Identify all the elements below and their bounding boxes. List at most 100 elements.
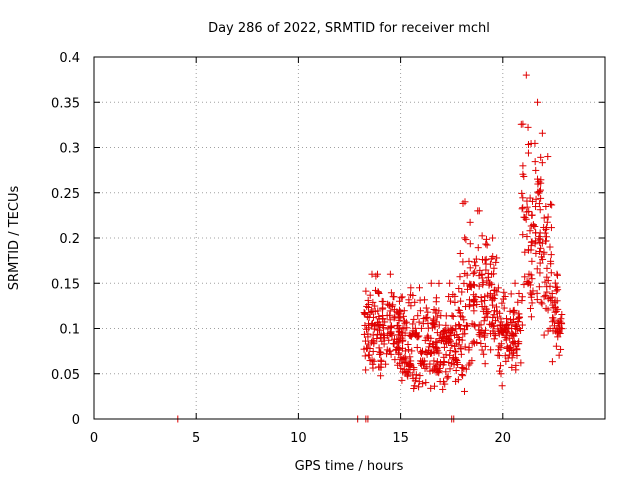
data-point	[477, 340, 485, 348]
data-point	[471, 322, 479, 330]
data-point	[386, 347, 394, 355]
data-point	[500, 328, 508, 336]
data-point	[495, 367, 503, 375]
data-point	[544, 153, 552, 161]
data-point	[536, 187, 544, 195]
data-point	[474, 244, 482, 252]
data-point	[502, 357, 510, 365]
data-point	[454, 376, 462, 384]
data-point	[383, 312, 391, 320]
data-point	[490, 264, 498, 272]
data-point	[537, 244, 545, 252]
data-point	[387, 330, 395, 338]
data-point	[398, 356, 406, 364]
data-point	[457, 350, 465, 358]
data-point	[536, 269, 544, 277]
data-point	[481, 296, 489, 304]
y-tick-label: 0.4	[59, 51, 80, 66]
data-point	[508, 325, 516, 333]
data-point	[531, 139, 539, 147]
data-point	[396, 308, 404, 316]
data-point	[484, 308, 492, 316]
data-point	[518, 297, 526, 305]
data-point	[481, 256, 489, 264]
data-point	[443, 332, 451, 340]
data-point	[512, 366, 520, 374]
data-point	[511, 321, 519, 329]
data-point	[515, 340, 523, 348]
data-point	[490, 335, 498, 343]
data-point	[478, 232, 486, 240]
data-point	[458, 336, 466, 344]
data-point	[523, 208, 531, 216]
data-point	[534, 188, 542, 196]
data-point	[439, 385, 447, 393]
data-point	[496, 309, 504, 317]
data-point	[421, 296, 429, 304]
data-point	[399, 312, 407, 320]
data-point	[445, 336, 453, 344]
data-point	[547, 224, 555, 232]
data-point	[368, 320, 376, 328]
data-point	[435, 367, 443, 375]
grid-lines	[94, 57, 605, 419]
data-point	[552, 287, 560, 295]
data-point	[518, 205, 526, 213]
data-point	[462, 322, 470, 330]
data-point	[470, 297, 478, 305]
y-tick-label: 0.2	[59, 232, 80, 247]
data-point	[424, 308, 432, 316]
data-point	[447, 324, 455, 332]
data-point	[497, 362, 505, 370]
data-point	[478, 303, 486, 311]
x-tick-label: 15	[392, 431, 409, 446]
x-tick-label: 10	[290, 431, 307, 446]
data-point	[458, 288, 466, 296]
data-point	[410, 366, 418, 374]
data-point	[513, 352, 521, 360]
data-point	[416, 307, 424, 315]
data-point	[398, 334, 406, 342]
data-point	[455, 306, 463, 314]
data-point	[503, 321, 511, 329]
data-point	[511, 279, 519, 287]
data-point	[379, 315, 387, 323]
data-point	[443, 374, 451, 382]
data-point	[468, 339, 476, 347]
data-point	[532, 195, 540, 203]
data-point	[453, 331, 461, 339]
data-point	[506, 316, 514, 324]
data-point	[547, 269, 555, 277]
data-point	[432, 361, 440, 369]
data-point	[420, 360, 428, 368]
data-point	[370, 325, 378, 333]
data-point	[494, 325, 502, 333]
data-point	[377, 357, 385, 365]
data-point	[415, 383, 423, 391]
data-point	[521, 273, 529, 281]
data-point	[366, 357, 374, 365]
data-point	[542, 202, 550, 210]
data-point	[556, 329, 564, 337]
data-point	[476, 266, 484, 274]
data-point	[369, 347, 377, 355]
data-point	[506, 334, 514, 342]
data-point	[537, 298, 545, 306]
data-point	[394, 322, 402, 330]
data-point	[433, 313, 441, 321]
data-point	[459, 258, 467, 266]
data-point	[448, 341, 456, 349]
data-point	[496, 321, 504, 329]
data-point	[546, 243, 554, 251]
data-point	[397, 364, 405, 372]
data-point	[461, 234, 469, 242]
data-point	[541, 292, 549, 300]
data-point	[373, 318, 381, 326]
data-point	[532, 249, 540, 257]
data-point	[442, 312, 450, 320]
data-point	[495, 352, 503, 360]
data-point	[410, 385, 418, 393]
data-point	[399, 325, 407, 333]
data-point	[426, 360, 434, 368]
data-point	[469, 281, 477, 289]
